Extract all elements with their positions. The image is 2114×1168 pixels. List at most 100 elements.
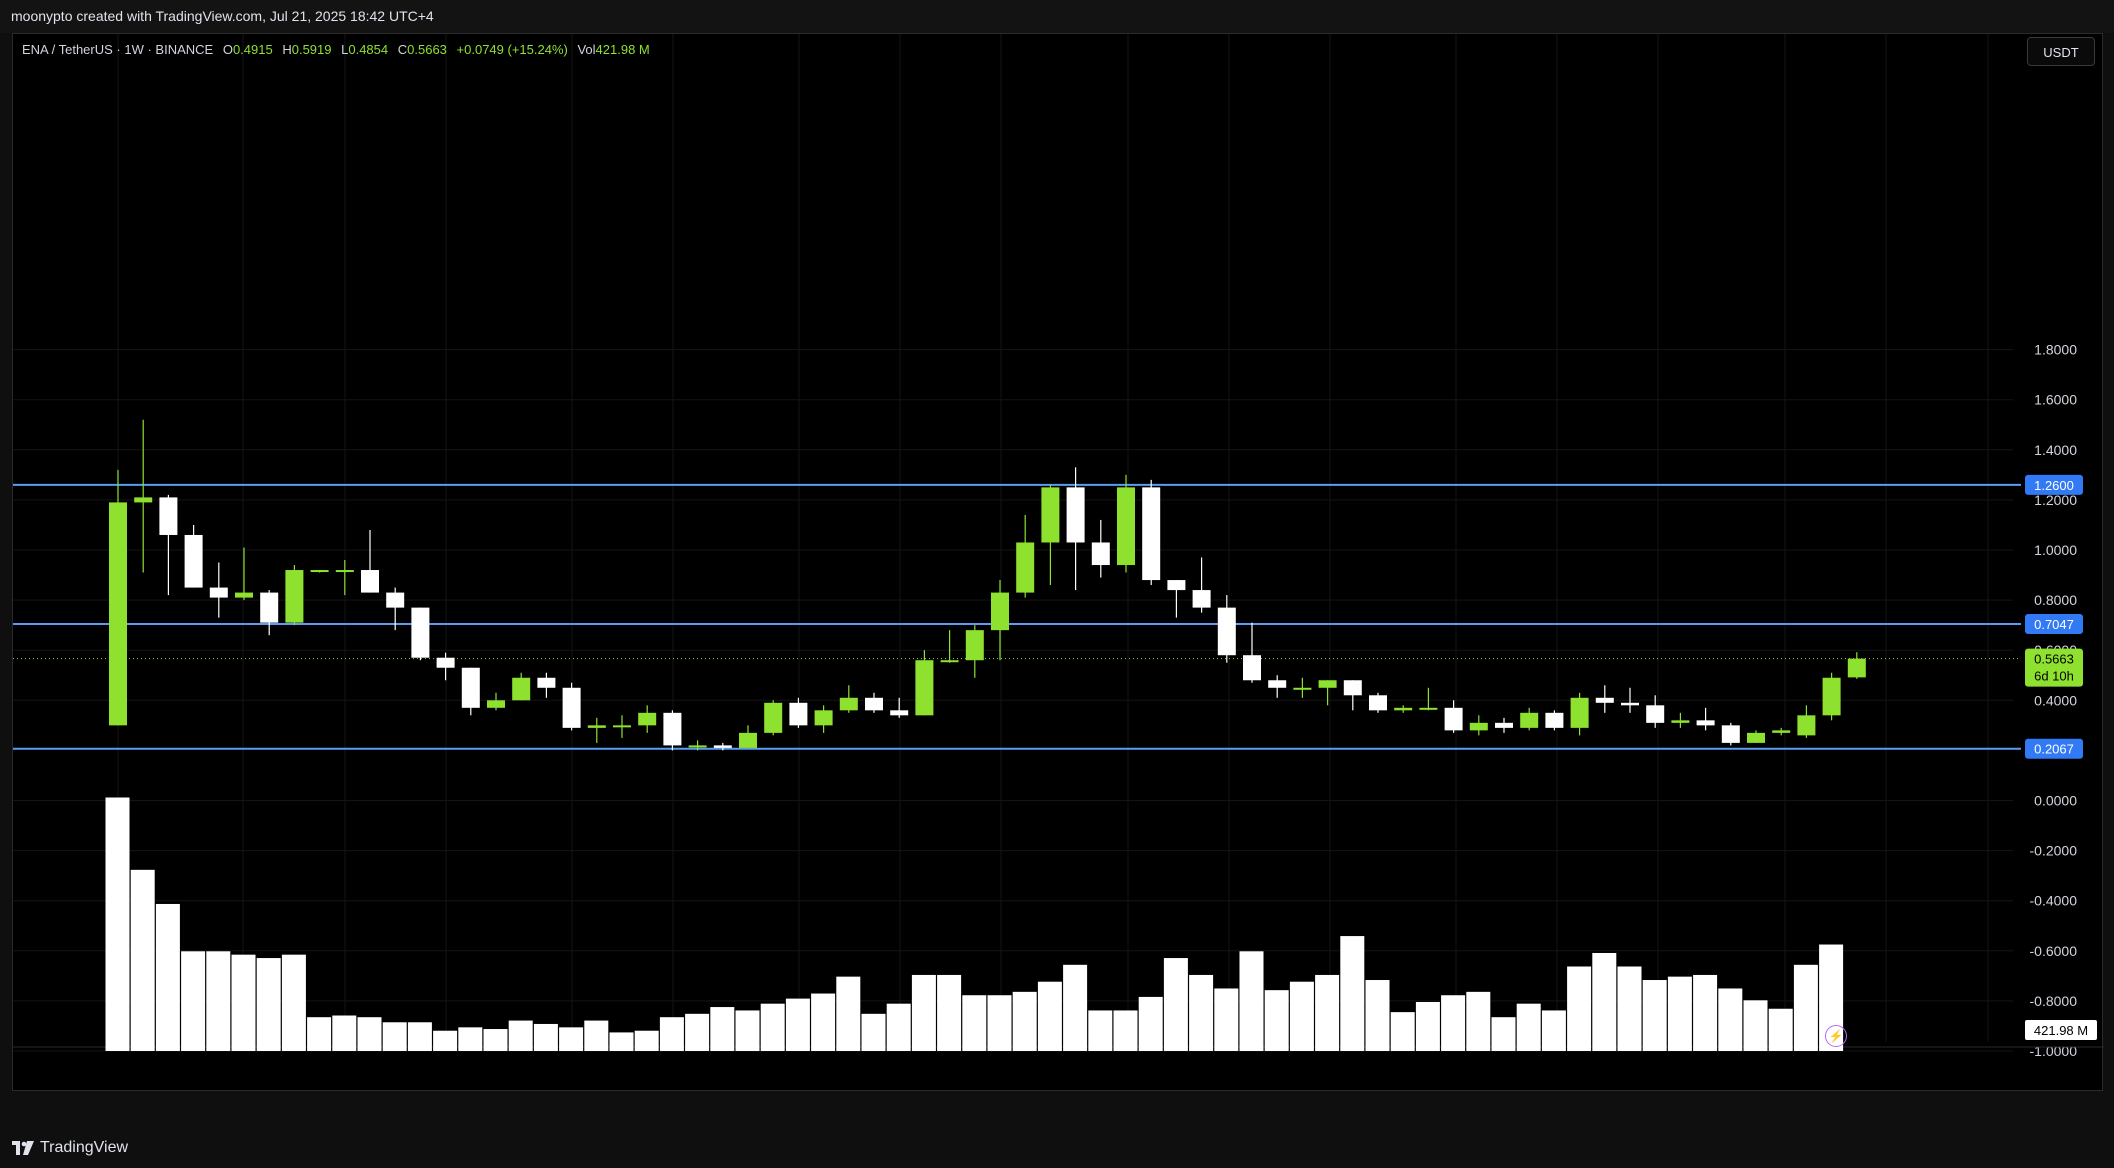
legend-symbol[interactable]: ENA / TetherUS · 1W · BINANCE (22, 42, 214, 57)
volume-bar (1088, 1010, 1113, 1051)
volume-bar (105, 797, 130, 1051)
legend-close: 0.5663 (407, 42, 447, 57)
y-tick-label: -1.0000 (2030, 1043, 2078, 1059)
volume-bar (1390, 1012, 1415, 1051)
volume-bar (256, 958, 281, 1051)
y-tick-label: 0.0000 (2034, 793, 2077, 809)
candle-body (713, 745, 732, 748)
candle-body (940, 660, 959, 663)
candle-body (1142, 487, 1161, 581)
candle-body (235, 592, 253, 598)
candle-body (1747, 732, 1765, 743)
candle-body (915, 660, 934, 716)
candle-body (310, 570, 329, 573)
header-title: moonypto created with TradingView.com, J… (11, 8, 434, 24)
volume-bar (1113, 1010, 1138, 1051)
candle-body (1595, 697, 1614, 703)
candle-body (613, 725, 631, 728)
candle-body (1167, 580, 1186, 591)
volume-bar (811, 993, 836, 1051)
y-tick-label: -0.8000 (2030, 993, 2078, 1009)
volume-bar (1189, 974, 1214, 1051)
volume-bar (332, 1015, 357, 1051)
candle-body (285, 570, 304, 623)
symbol-legend[interactable]: ENA / TetherUS · 1W · BINANCE O0.4915 H0… (22, 42, 650, 57)
candle-body (1016, 542, 1035, 593)
volume-bar (533, 1023, 558, 1051)
last-price-label: 0.5663 (2034, 652, 2074, 667)
candle-body (991, 592, 1009, 631)
level-badge-label: 0.2067 (2034, 742, 2074, 757)
y-tick-label: 1.6000 (2034, 392, 2077, 408)
tradingview-logo-icon (12, 1141, 34, 1155)
volume-bar (659, 1017, 684, 1051)
volume-bar (357, 1017, 382, 1051)
candle-body (1847, 658, 1866, 678)
footer-bar (0, 1132, 2114, 1168)
volume-bar (1365, 980, 1390, 1051)
y-tick-label: -0.4000 (2030, 893, 2078, 909)
candle-body (789, 702, 808, 726)
candle-body (688, 745, 707, 748)
volume-bar (634, 1030, 659, 1051)
candle-body (1444, 707, 1463, 731)
volume-bar (559, 1027, 584, 1051)
candle-body (1293, 687, 1312, 690)
volume-bar (281, 954, 306, 1051)
candle-body (1469, 722, 1488, 731)
volume-bar (206, 951, 231, 1051)
volume-bar (1567, 966, 1592, 1051)
candle-body (1822, 677, 1841, 716)
volume-bar (1012, 991, 1037, 1051)
volume-bar (1642, 980, 1667, 1051)
candle-body (1268, 680, 1287, 688)
price-chart[interactable]: 1.80001.60001.40001.20001.00000.80000.60… (13, 34, 2104, 1092)
legend-low-label: L (341, 42, 349, 57)
volume-bar (1743, 1000, 1768, 1051)
candle-body (512, 677, 531, 701)
brand-name: TradingView (40, 1139, 129, 1156)
y-tick-label: 0.4000 (2034, 692, 2077, 708)
candle-body (1318, 680, 1337, 688)
candle-body (965, 630, 984, 661)
candle-body (1621, 702, 1639, 706)
volume-bar (911, 974, 936, 1051)
volume-bar (1239, 951, 1264, 1051)
volume-bar (1214, 988, 1239, 1051)
candle-body (436, 657, 455, 668)
volume-bar (155, 903, 180, 1051)
level-badge (2025, 738, 2083, 759)
candle-body (1646, 705, 1665, 723)
volume-bar (1441, 995, 1466, 1051)
y-tick-label: 1.2000 (2034, 492, 2077, 508)
currency-button[interactable]: USDT (2027, 37, 2095, 66)
legend-high-label: H (282, 42, 292, 57)
candle-body (1671, 720, 1690, 723)
volume-bar (433, 1030, 458, 1051)
volume-badge (2025, 1020, 2097, 1040)
tradingview-brand[interactable]: TradingView (12, 1136, 128, 1160)
y-tick-label: 0.8000 (2034, 592, 2077, 608)
y-tick-label: -0.2000 (2030, 843, 2078, 859)
candle-body (209, 587, 228, 598)
volume-bar (886, 1003, 911, 1051)
volume-bar (458, 1027, 483, 1051)
candle-body (890, 710, 909, 716)
lightning-icon[interactable]: ⚡ (1825, 1025, 1847, 1047)
level-badge (2025, 474, 2083, 495)
volume-bar (1541, 1010, 1566, 1051)
candle-body (663, 712, 682, 746)
candle-body (1419, 707, 1438, 710)
candle-body (1797, 715, 1816, 736)
candle-body (1772, 730, 1791, 733)
volume-bar (1667, 976, 1692, 1051)
volume-bar (1516, 1003, 1541, 1051)
candle-body (361, 570, 379, 593)
candle-body (1117, 487, 1135, 566)
candle-body (461, 667, 480, 708)
candle-body (1696, 720, 1715, 726)
candle-body (159, 497, 178, 535)
candle-body (764, 702, 783, 733)
chart-pane[interactable]: 1.80001.60001.40001.20001.00000.80000.60… (12, 33, 2104, 1092)
candle-body (865, 697, 883, 711)
